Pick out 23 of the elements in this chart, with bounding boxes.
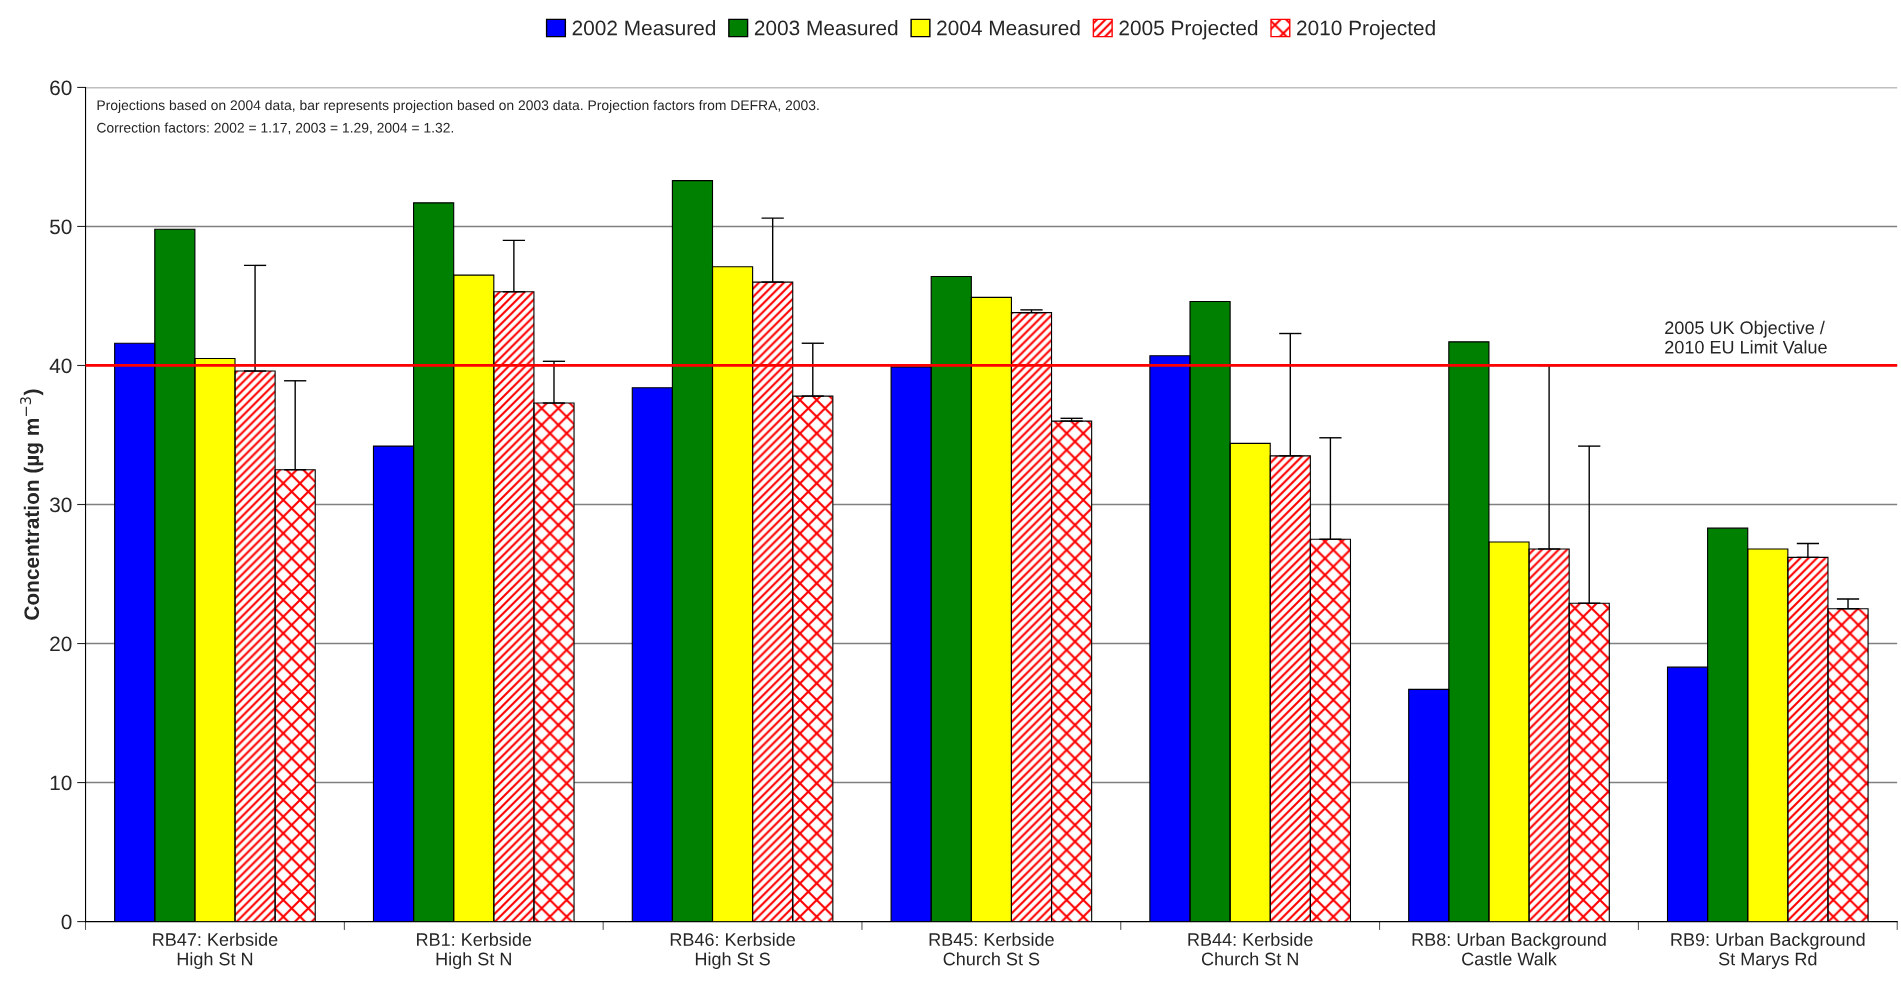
legend-label: 2005 Projected bbox=[1119, 20, 1258, 40]
y-tick-label: 0 bbox=[61, 914, 72, 930]
legend-label: 2002 Measured bbox=[572, 20, 716, 36]
y-axis-title: Concentration (µg m$^{−3}$) bbox=[20, 389, 44, 620]
annotation: Correction factors: 2002 = 1.17, 2003 = 1.29, 2004 = 1.32. bbox=[97, 122, 454, 135]
annotation: Projections based on 2004 data, bar represents projection based on 2003 data. Projection factors from DEFRA, 2003. bbox=[97, 99, 819, 113]
x-tick-label: RB8: Urban Background Castle Walk bbox=[1412, 932, 1606, 966]
y-tick-label: 10 bbox=[50, 775, 72, 791]
x-tick-label: RB1: Kerbside High St N bbox=[417, 932, 532, 969]
legend-label: 2010 Projected bbox=[1297, 20, 1435, 40]
y-tick-label: 30 bbox=[49, 497, 72, 513]
x-tick-label: RB46: Kerbside High St S bbox=[670, 932, 795, 969]
y-tick-label: 60 bbox=[50, 80, 72, 96]
x-tick-label: RB44: Kerbside Church St N bbox=[1188, 932, 1313, 966]
y-tick-label: 20 bbox=[50, 636, 72, 652]
x-tick-label: RB9: Urban Background St Marys Rd bbox=[1671, 932, 1865, 969]
legend-label: 2004 Measured bbox=[937, 20, 1080, 36]
x-tick-label: RB47: Kerbside High St N bbox=[153, 932, 278, 969]
y-tick-label: 50 bbox=[50, 219, 72, 235]
ref-line-label: 2005 UK Objective / 2010 EU Limit Value bbox=[1665, 320, 1827, 354]
x-tick-label: RB45: Kerbside Church St S bbox=[929, 932, 1054, 966]
y-tick-label: 40 bbox=[49, 358, 72, 374]
legend-label: 2003 Measured bbox=[754, 20, 898, 36]
